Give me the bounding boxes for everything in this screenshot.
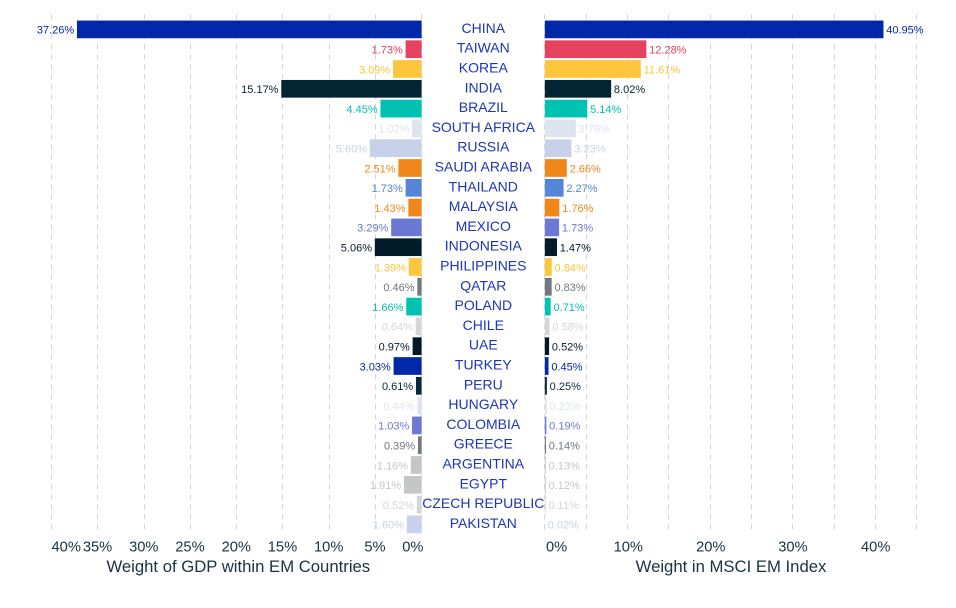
- svg-text:SOUTH AFRICA: SOUTH AFRICA: [432, 119, 536, 135]
- svg-text:0.61%: 0.61%: [382, 381, 413, 393]
- svg-text:PERU: PERU: [464, 376, 503, 392]
- svg-text:3.76%: 3.76%: [579, 124, 610, 136]
- svg-text:EGYPT: EGYPT: [460, 475, 508, 491]
- svg-text:15%: 15%: [268, 540, 297, 556]
- svg-text:1.60%: 1.60%: [373, 520, 404, 532]
- svg-text:SAUDI ARABIA: SAUDI ARABIA: [435, 159, 533, 175]
- svg-text:THAILAND: THAILAND: [449, 178, 518, 194]
- svg-text:12.28%: 12.28%: [649, 45, 687, 57]
- svg-text:Weight of GDP within EM Countr: Weight of GDP within EM Countries: [106, 557, 370, 576]
- svg-text:10%: 10%: [314, 540, 343, 556]
- svg-text:1.91%: 1.91%: [370, 480, 401, 492]
- svg-text:20%: 20%: [696, 540, 725, 556]
- svg-text:PAKISTAN: PAKISTAN: [450, 515, 517, 531]
- svg-text:Weight in MSCI EM Index: Weight in MSCI EM Index: [636, 557, 827, 576]
- svg-text:3.03%: 3.03%: [360, 361, 391, 373]
- svg-text:40.95%: 40.95%: [886, 25, 924, 37]
- svg-text:0.58%: 0.58%: [552, 322, 583, 334]
- svg-text:0.13%: 0.13%: [549, 460, 580, 472]
- svg-text:0.14%: 0.14%: [549, 441, 580, 453]
- svg-text:0.19%: 0.19%: [549, 421, 580, 433]
- svg-text:CZECH REPUBLIC: CZECH REPUBLIC: [422, 495, 544, 511]
- svg-text:5.60%: 5.60%: [336, 144, 367, 156]
- svg-text:1.03%: 1.03%: [378, 421, 409, 433]
- svg-text:2.51%: 2.51%: [364, 163, 395, 175]
- svg-text:INDIA: INDIA: [465, 79, 503, 95]
- svg-text:0.52%: 0.52%: [383, 500, 414, 512]
- svg-text:0.97%: 0.97%: [379, 342, 410, 354]
- svg-text:20%: 20%: [222, 540, 251, 556]
- svg-text:1.43%: 1.43%: [374, 203, 405, 215]
- svg-text:1.39%: 1.39%: [375, 262, 406, 274]
- svg-text:0.84%: 0.84%: [555, 262, 586, 274]
- svg-text:5.06%: 5.06%: [341, 243, 372, 255]
- svg-text:GREECE: GREECE: [454, 436, 513, 452]
- svg-text:0%: 0%: [546, 540, 567, 556]
- svg-text:MALAYSIA: MALAYSIA: [449, 198, 519, 214]
- svg-text:2.66%: 2.66%: [570, 163, 601, 175]
- svg-text:1.16%: 1.16%: [377, 460, 408, 472]
- svg-text:0.71%: 0.71%: [553, 302, 584, 314]
- svg-text:5%: 5%: [364, 540, 385, 556]
- svg-text:4.45%: 4.45%: [346, 104, 377, 116]
- svg-text:0.11%: 0.11%: [549, 500, 580, 512]
- svg-text:1.73%: 1.73%: [372, 45, 403, 57]
- svg-text:TURKEY: TURKEY: [455, 357, 512, 373]
- svg-text:POLAND: POLAND: [455, 297, 513, 313]
- svg-text:0.52%: 0.52%: [552, 342, 583, 354]
- svg-text:0.02%: 0.02%: [548, 520, 579, 532]
- svg-text:0.44%: 0.44%: [384, 401, 415, 413]
- svg-text:37.26%: 37.26%: [37, 25, 75, 37]
- svg-text:HUNGARY: HUNGARY: [448, 396, 518, 412]
- svg-text:0%: 0%: [402, 540, 423, 556]
- svg-text:ARGENTINA: ARGENTINA: [442, 456, 524, 472]
- svg-text:10%: 10%: [614, 540, 643, 556]
- svg-text:30%: 30%: [129, 540, 158, 556]
- svg-text:COLOMBIA: COLOMBIA: [446, 416, 521, 432]
- svg-text:40%: 40%: [52, 540, 81, 556]
- svg-text:RUSSIA: RUSSIA: [457, 139, 510, 155]
- svg-text:INDONESIA: INDONESIA: [445, 238, 523, 254]
- svg-text:QATAR: QATAR: [460, 277, 506, 293]
- svg-text:2.27%: 2.27%: [566, 183, 597, 195]
- svg-text:15.17%: 15.17%: [241, 84, 279, 96]
- svg-text:1.02%: 1.02%: [378, 124, 409, 136]
- svg-text:35%: 35%: [83, 540, 112, 556]
- svg-text:3.23%: 3.23%: [574, 144, 605, 156]
- svg-text:11.61%: 11.61%: [644, 64, 681, 76]
- svg-text:1.73%: 1.73%: [562, 223, 593, 235]
- svg-text:1.66%: 1.66%: [372, 302, 403, 314]
- svg-text:BRAZIL: BRAZIL: [459, 99, 508, 115]
- svg-text:UAE: UAE: [469, 337, 498, 353]
- svg-text:MEXICO: MEXICO: [456, 218, 511, 234]
- svg-text:5.14%: 5.14%: [590, 104, 621, 116]
- svg-text:CHILE: CHILE: [463, 317, 504, 333]
- svg-text:0.64%: 0.64%: [382, 322, 413, 334]
- svg-text:3.29%: 3.29%: [357, 223, 388, 235]
- svg-text:1.76%: 1.76%: [562, 203, 593, 215]
- svg-text:0.83%: 0.83%: [554, 282, 585, 294]
- svg-text:0.46%: 0.46%: [383, 282, 414, 294]
- svg-text:1.73%: 1.73%: [372, 183, 403, 195]
- svg-text:PHILIPPINES: PHILIPPINES: [440, 258, 526, 274]
- svg-text:40%: 40%: [861, 540, 890, 556]
- svg-text:KOREA: KOREA: [459, 60, 509, 76]
- svg-text:1.47%: 1.47%: [560, 243, 591, 255]
- svg-text:0.23%: 0.23%: [550, 401, 581, 413]
- svg-text:25%: 25%: [175, 540, 204, 556]
- svg-text:0.45%: 0.45%: [551, 361, 582, 373]
- svg-text:0.39%: 0.39%: [384, 441, 415, 453]
- svg-text:0.12%: 0.12%: [549, 480, 580, 492]
- svg-text:0.25%: 0.25%: [550, 381, 581, 393]
- svg-text:3.09%: 3.09%: [359, 64, 390, 76]
- svg-text:8.02%: 8.02%: [614, 84, 645, 96]
- svg-text:TAIWAN: TAIWAN: [457, 40, 510, 56]
- svg-text:CHINA: CHINA: [462, 20, 506, 36]
- svg-text:30%: 30%: [778, 540, 807, 556]
